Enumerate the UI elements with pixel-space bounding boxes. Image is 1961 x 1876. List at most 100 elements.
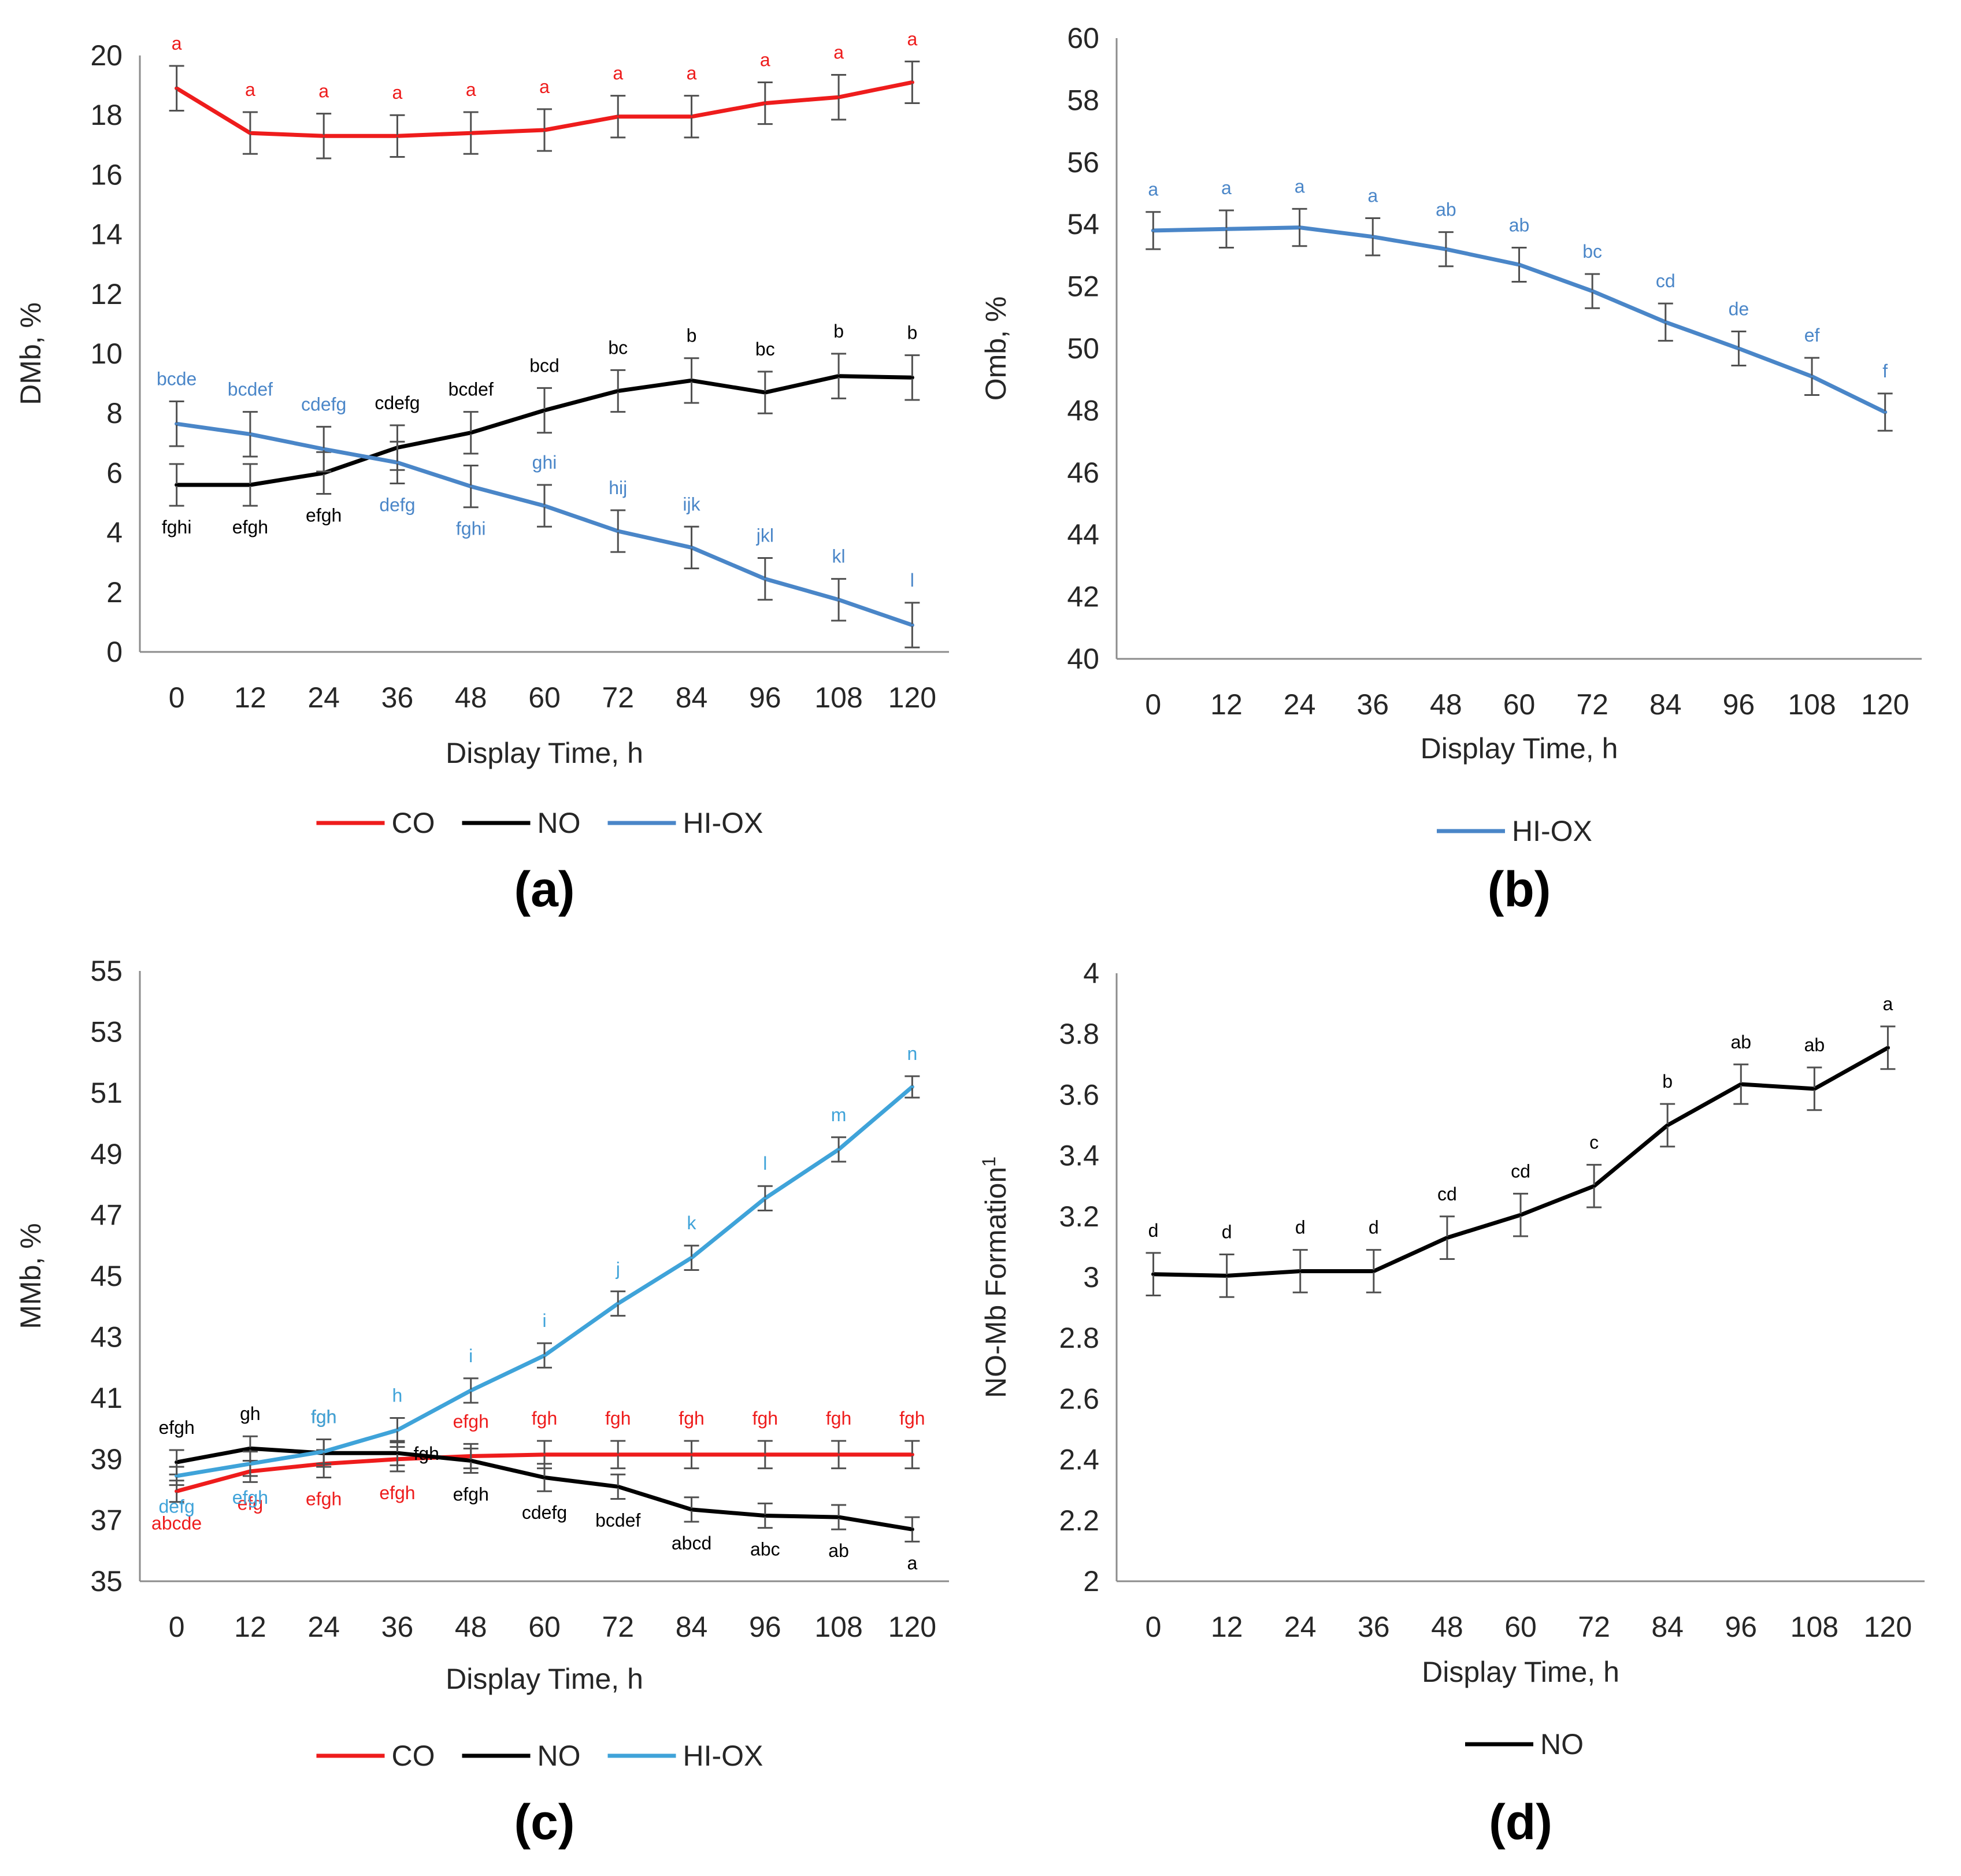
series-hi-ox: a a a a ab ab bc cd de ef f	[1146, 176, 1893, 432]
significance-letter: a	[907, 1552, 917, 1573]
significance-letter: h	[392, 1385, 403, 1406]
y-tick-label: 37	[90, 1504, 123, 1536]
significance-letter: a	[833, 42, 844, 63]
x-tick-label: 96	[1723, 688, 1755, 721]
y-tick-label: 50	[1067, 332, 1099, 365]
x-tick-label: 120	[888, 681, 936, 714]
data-point	[469, 132, 472, 135]
data-point	[837, 1516, 840, 1519]
significance-letter: a	[245, 79, 255, 100]
y-tick-label: 8	[106, 397, 123, 429]
x-tick-label: 96	[1725, 1611, 1757, 1643]
significance-letter: bcdef	[228, 379, 273, 400]
x-tick-label: 108	[814, 1611, 862, 1643]
significance-letter: f	[1882, 361, 1888, 381]
data-point	[1444, 248, 1447, 251]
significance-letter: fgh	[311, 1406, 336, 1427]
series-no: d d d d cd cd c b ab ab a	[1146, 993, 1896, 1298]
y-axis-title-superscript: 1	[978, 1156, 999, 1167]
y-tick-label: 56	[1067, 146, 1099, 179]
data-point	[690, 1453, 693, 1456]
x-tick-label: 60	[528, 681, 561, 714]
data-point	[543, 1476, 546, 1479]
legend-label-no: NO	[537, 1740, 581, 1772]
significance-letter: a	[687, 63, 697, 84]
panel-label: (a)	[514, 862, 574, 917]
significance-letter: cdefg	[375, 392, 420, 413]
legend-label-no: NO	[537, 807, 581, 839]
significance-letter: n	[907, 1043, 917, 1064]
x-axis-title: Display Time, h	[1422, 1656, 1619, 1688]
x-tick-label: 0	[1146, 1611, 1162, 1643]
y-tick-label: 45	[90, 1260, 123, 1292]
significance-letter: fghi	[456, 518, 486, 539]
legend-label-no: NO	[1540, 1728, 1584, 1760]
y-tick-label: 0	[106, 636, 123, 668]
data-point	[396, 1429, 399, 1432]
significance-letter: fgh	[605, 1408, 631, 1429]
significance-letter: d	[1148, 1220, 1159, 1241]
data-point	[175, 422, 178, 425]
data-point	[837, 1453, 840, 1456]
y-tick-label: 60	[1067, 22, 1099, 54]
chart-panel-c: 35 37 39 41 43 45 47 49 51 53 55 0 12 24 36 48 60 72 84 96 1…	[14, 955, 949, 1850]
significance-letter: a	[318, 81, 329, 102]
significance-letter: cd	[1511, 1161, 1530, 1181]
y-tick-label: 2	[106, 576, 123, 609]
y-tick-label: 43	[90, 1321, 123, 1354]
data-point	[763, 577, 766, 580]
significance-letter: a	[1883, 993, 1893, 1014]
significance-letter: gh	[240, 1403, 261, 1424]
y-axis-title-text: NO-Mb Formation	[980, 1167, 1012, 1398]
y-tick-label: 58	[1067, 84, 1099, 116]
data-point	[1593, 1185, 1596, 1188]
data-point	[1298, 226, 1301, 229]
data-point	[249, 132, 251, 135]
x-tick-label: 120	[888, 1611, 936, 1643]
x-tick-label: 96	[749, 1611, 781, 1643]
data-point	[911, 1453, 914, 1456]
significance-letter: c	[1589, 1132, 1599, 1152]
data-point	[837, 598, 840, 601]
data-point	[175, 1490, 178, 1493]
data-point	[396, 135, 399, 138]
significance-letter: a	[392, 82, 403, 103]
x-tick-label: 48	[455, 681, 487, 714]
significance-letter: fgh	[532, 1408, 557, 1429]
significance-letter: l	[763, 1153, 767, 1174]
data-point	[1591, 290, 1594, 292]
legend: CO NO HI-OX	[316, 1740, 763, 1772]
y-tick-label: 14	[90, 218, 123, 251]
legend-label-co: CO	[392, 1740, 435, 1772]
significance-letter: ab	[828, 1540, 849, 1561]
data-point	[617, 1485, 620, 1488]
x-tick-label: 60	[1504, 1611, 1537, 1643]
significance-letter: fgh	[311, 1406, 336, 1427]
data-point	[543, 409, 546, 412]
significance-letter: bc	[608, 337, 628, 358]
y-tick-label: 2.2	[1059, 1504, 1099, 1537]
data-point	[1664, 321, 1667, 324]
legend: NO	[1465, 1728, 1584, 1760]
significance-letter: hij	[609, 477, 627, 498]
significance-letter: efgh	[379, 1482, 415, 1503]
legend-label-co: CO	[392, 807, 435, 839]
x-tick-label: 72	[602, 681, 634, 714]
x-axis-title: Display Time, h	[1421, 732, 1618, 765]
x-tick-label: 24	[307, 681, 340, 714]
significance-letter: a	[1148, 179, 1158, 200]
significance-letter: a	[1295, 176, 1305, 197]
y-tick-label: 2.8	[1059, 1322, 1099, 1354]
significance-letter: cd	[1437, 1184, 1457, 1204]
y-tick-label: 3.8	[1059, 1018, 1099, 1050]
data-point	[543, 1453, 546, 1456]
x-tick-label: 12	[234, 1611, 266, 1643]
data-point	[469, 431, 472, 434]
significance-letter: b	[687, 325, 697, 346]
y-tick-label: 40	[1067, 643, 1099, 675]
data-point	[469, 1459, 472, 1462]
data-point	[543, 1354, 546, 1357]
x-tick-label: 120	[1864, 1611, 1912, 1643]
